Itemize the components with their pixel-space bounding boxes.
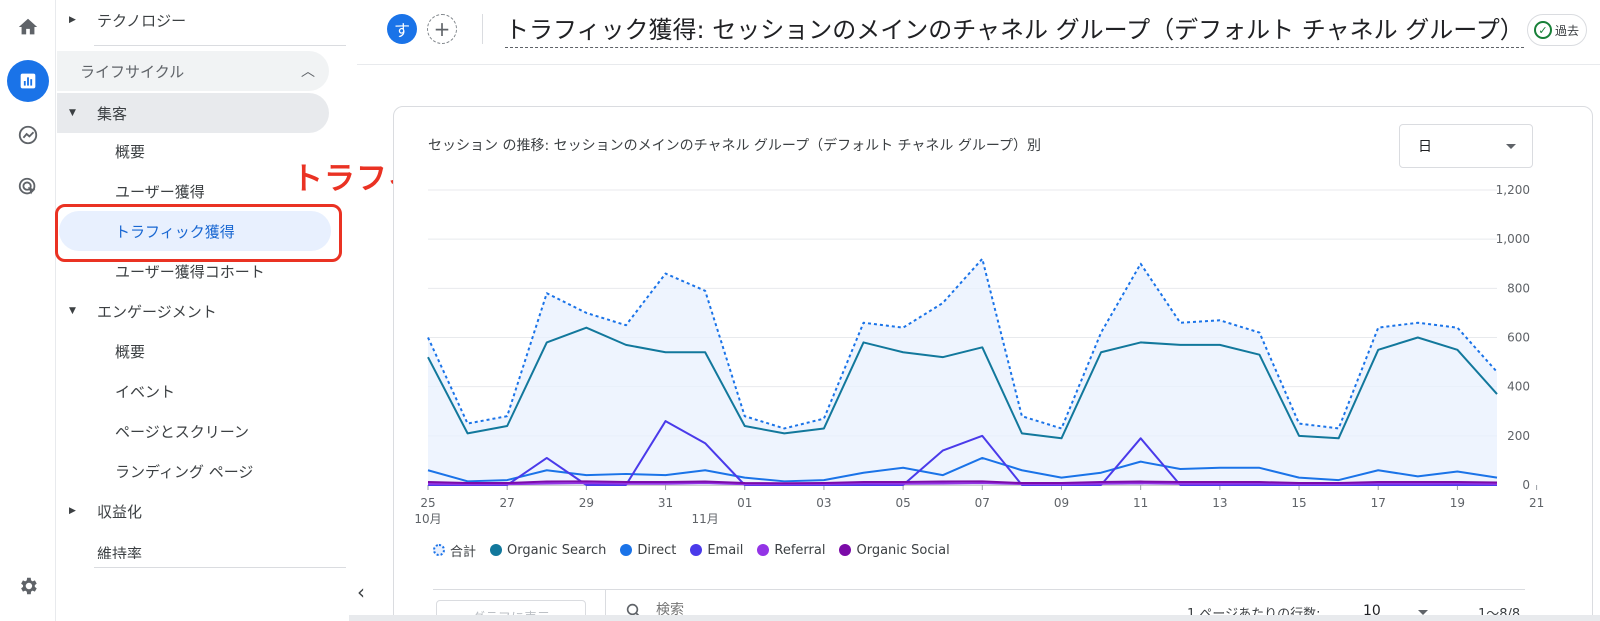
nav-item-engagement[interactable]: ▼ エンゲージメント [69, 302, 217, 321]
x-tick-label: 03 [816, 496, 831, 510]
explore-icon [18, 125, 38, 145]
x-tick-label: 01 [737, 496, 752, 510]
nav-item-user-acquisition-cohort[interactable]: ユーザー獲得コホート [115, 262, 265, 281]
toolbar-separator [605, 589, 606, 621]
series-total-area [428, 258, 1497, 485]
x-tick-label: 29 [579, 496, 594, 510]
legend-item-referral[interactable]: Referral [757, 543, 825, 558]
y-tick-label: 1,000 [1496, 232, 1530, 246]
x-tick-label: 15 [1291, 496, 1306, 510]
x-tick-label: 17 [1371, 496, 1386, 510]
y-tick-label: 1,200 [1496, 183, 1530, 197]
legend-swatch [757, 544, 770, 556]
settings-button[interactable] [7, 565, 49, 607]
legend-swatch [490, 544, 503, 556]
series-direct [427, 456, 1498, 483]
nav-item-technology[interactable]: ▶ テクノロジー [69, 11, 187, 30]
series-organic-social [427, 480, 1498, 485]
legend-swatch [433, 544, 445, 556]
table-toolbar-divider [433, 589, 1525, 590]
y-tick-label: 600 [1507, 331, 1530, 345]
chart-title: セッション の推移: セッションのメインのチャネル グループ（デフォルト チャネ… [428, 138, 1042, 154]
y-tick-label: 200 [1507, 429, 1530, 443]
add-comparison-button[interactable]: + [427, 14, 457, 44]
annotation-highlight-box [55, 204, 342, 262]
x-tick-label: 21 [1529, 496, 1544, 510]
report-navigation: ▶ テクノロジー ライフサイクル ︿ ▼ 集客 概要 ユーザー獲得 トラフィック… [57, 0, 365, 621]
advertising-button[interactable] [7, 166, 49, 208]
nav-section-lifecycle[interactable]: ライフサイクル ︿ [57, 51, 329, 91]
comparison-avatar[interactable]: す [387, 14, 417, 44]
caret-down-icon: ▼ [69, 306, 76, 316]
nav-item-user-acquisition[interactable]: ユーザー獲得 [115, 182, 205, 201]
chevron-left-icon: ‹ [357, 580, 365, 604]
horizontal-scrollbar[interactable] [349, 615, 1600, 621]
x-tick-label: 27 [500, 496, 515, 510]
nav-item-pages-and-screens[interactable]: ページとスクリーン [115, 422, 249, 441]
x-month-label: 11月 [692, 512, 719, 526]
legend-item-total[interactable]: 合計 [433, 541, 476, 560]
reports-button[interactable] [7, 60, 49, 102]
caret-down-icon: ▼ [69, 108, 76, 118]
home-icon [18, 18, 38, 35]
period-select[interactable]: 日 [1399, 124, 1533, 168]
nav-item-events[interactable]: イベント [115, 382, 176, 401]
x-tick-label: 07 [975, 496, 990, 510]
page-title[interactable]: トラフィック獲得: セッションのメインのチャネル グループ（デフォルト チャネル… [505, 10, 1524, 48]
y-tick-label: 800 [1507, 281, 1530, 295]
header-divider [482, 14, 483, 44]
bar-chart-icon [20, 73, 36, 89]
legend-item-organic-search[interactable]: Organic Search [490, 543, 606, 558]
legend-item-direct[interactable]: Direct [620, 543, 676, 558]
header-divider-line [357, 64, 1600, 65]
x-month-label: 10月 [414, 512, 441, 526]
x-tick-label: 11 [1133, 496, 1148, 510]
date-range-chip[interactable]: ✓ 過去 [1527, 14, 1587, 46]
legend-item-email[interactable]: Email [690, 543, 743, 558]
plus-icon: + [433, 17, 451, 41]
series-referral [427, 482, 1498, 486]
x-tick-label: 05 [895, 496, 910, 510]
x-tick-label: 09 [1054, 496, 1069, 510]
legend-swatch [620, 544, 633, 556]
collapse-nav-button[interactable]: ‹ [347, 578, 375, 606]
check-circle-icon: ✓ [1534, 21, 1552, 39]
home-button[interactable] [7, 6, 49, 48]
nav-item-landing-page[interactable]: ランディング ページ [115, 462, 254, 481]
series-organic-search [427, 326, 1498, 440]
dropdown-arrow-icon [1418, 610, 1428, 615]
nav-item-retention[interactable]: 維持率 [97, 545, 143, 559]
series-total [427, 257, 1498, 430]
icon-rail [0, 0, 56, 621]
caret-right-icon: ▶ [69, 15, 76, 25]
y-tick-label: 0 [1522, 478, 1530, 492]
chevron-up-icon: ︿ [301, 64, 315, 80]
legend-item-organic-social[interactable]: Organic Social [839, 543, 950, 558]
nav-item-acquisition[interactable]: ▼ 集客 [57, 93, 329, 133]
nav-divider [94, 45, 346, 46]
table-search-input[interactable] [656, 602, 956, 618]
x-tick-label: 31 [658, 496, 673, 510]
chart-legend: 合計 Organic Search Direct Email Referral … [433, 540, 964, 560]
legend-swatch [839, 544, 852, 556]
nav-item-engagement-overview[interactable]: 概要 [115, 342, 146, 361]
y-tick-label: 400 [1507, 380, 1530, 394]
caret-right-icon: ▶ [69, 506, 76, 516]
nav-divider [94, 567, 346, 568]
x-tick-label: 19 [1450, 496, 1465, 510]
nav-item-acquisition-overview[interactable]: 概要 [115, 142, 146, 161]
ads-cursor-icon [18, 177, 36, 195]
legend-swatch [690, 544, 703, 556]
nav-item-traffic-acquisition[interactable]: トラフィック獲得 [59, 211, 331, 251]
gear-icon [21, 577, 37, 595]
nav-item-monetization[interactable]: ▶ 収益化 [69, 502, 143, 521]
dropdown-arrow-icon [1506, 144, 1516, 149]
x-tick-label: 25 [420, 496, 435, 510]
x-tick-label: 13 [1212, 496, 1227, 510]
report-header: す + トラフィック獲得: セッションのメインのチャネル グループ（デフォルト … [357, 0, 1600, 64]
explore-button[interactable] [7, 114, 49, 156]
